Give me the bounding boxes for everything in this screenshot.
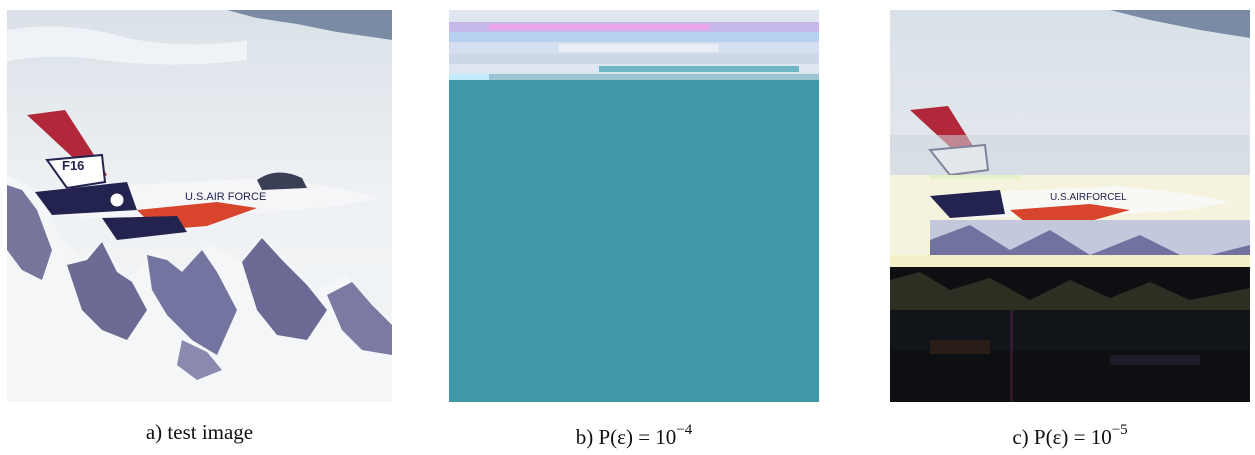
corrupted-image-b [449, 10, 819, 402]
caption-a-text: a) test image [145, 420, 254, 444]
svg-text:U.S.AIR FORCE: U.S.AIR FORCE [185, 191, 266, 203]
decoded-image-p1e-4-panel [449, 10, 819, 402]
decoded-image-p1e-5-panel: U.S.AIRFORCEL [890, 10, 1250, 402]
corrupted-image-c: U.S.AIRFORCEL [890, 10, 1250, 402]
caption-b-exponent: −4 [676, 422, 693, 438]
caption-test-image: a) test image [7, 418, 392, 446]
caption-p1e-4: b) P(ε) = 10−4 [449, 418, 819, 449]
jet-shape: U.S.AIR FORCE F16 [27, 110, 382, 240]
caption-c-expr: P(ε) = 10 [1033, 425, 1112, 449]
test-image-panel: U.S.AIR FORCE F16 [7, 10, 392, 402]
svg-text:F16: F16 [62, 158, 84, 173]
caption-b-expr: P(ε) = 10 [598, 425, 677, 449]
svg-text:U.S.AIRFORCEL: U.S.AIRFORCEL [1050, 192, 1127, 203]
caption-c-prefix: c) [1012, 425, 1029, 449]
caption-b-prefix: b) [575, 425, 594, 449]
caption-c-exponent: −5 [1111, 422, 1128, 438]
f16-test-image: U.S.AIR FORCE F16 [7, 10, 392, 402]
caption-p1e-5: c) P(ε) = 10−5 [890, 418, 1250, 449]
